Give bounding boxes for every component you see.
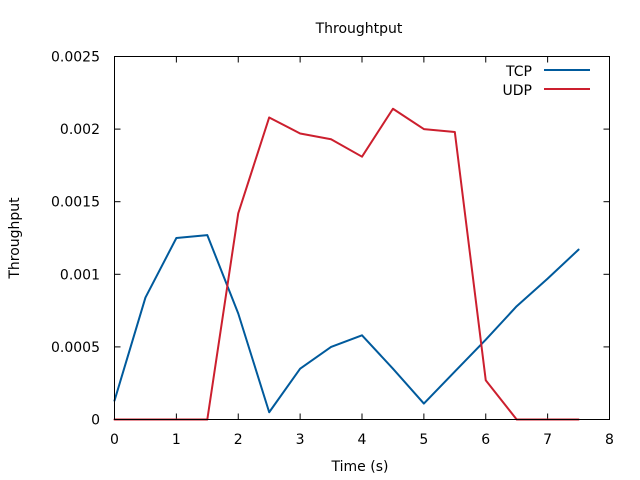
series-point-tcp-11 [454, 370, 456, 373]
series-point-udp-5 [268, 116, 270, 119]
x-tick-label-5: 5 [419, 432, 428, 448]
legend-label-tcp: TCP [505, 64, 532, 80]
series-point-udp-7 [330, 138, 332, 141]
series-point-tcp-6 [299, 367, 301, 370]
series-point-tcp-10 [423, 402, 425, 405]
series-point-tcp-4 [237, 312, 240, 315]
legend: TCP UDP [503, 64, 590, 99]
x-tick-label-0: 0 [110, 432, 119, 448]
series-point-tcp-8 [361, 334, 363, 337]
series-point-udp-8 [361, 155, 363, 158]
x-tick-label-1: 1 [172, 432, 181, 448]
series-point-tcp-2 [175, 237, 178, 239]
x-axis-tick-labels: 0 1 2 3 4 5 6 7 8 [110, 432, 614, 448]
series-point-tcp-15 [577, 248, 580, 251]
series-point-tcp-9 [392, 367, 394, 370]
x-tick-label-3: 3 [296, 432, 305, 448]
x-tick-label-6: 6 [481, 432, 490, 448]
series-point-tcp-1 [144, 296, 147, 299]
series-point-udp-12 [484, 379, 487, 382]
x-tick-label-4: 4 [358, 432, 367, 448]
y-tick-label-5: 0.0025 [51, 50, 100, 66]
legend-label-udp: UDP [503, 83, 532, 99]
x-tick-label-2: 2 [234, 432, 243, 448]
series-point-udp-4 [237, 212, 240, 215]
chart-title: Throughtput [315, 21, 403, 37]
series-point-udp-9 [392, 107, 394, 110]
y-tick-label-1: 0.0005 [51, 340, 100, 356]
y-axis-tick-labels: 0 0.0005 0.001 0.0015 0.002 0.0025 [51, 50, 100, 429]
x-axis-title: Time (s) [331, 459, 389, 475]
series-point-udp-11 [454, 131, 456, 133]
series-point-tcp-5 [268, 411, 270, 414]
series-point-udp-10 [423, 128, 425, 130]
y-tick-label-3: 0.0015 [51, 195, 100, 211]
y-tick-label-0: 0 [91, 413, 100, 429]
plot-area-border [114, 56, 610, 420]
series-point-tcp-14 [546, 277, 549, 280]
y-tick-label-2: 0.001 [60, 267, 100, 283]
series-point-tcp-3 [206, 234, 209, 236]
y-tick-label-4: 0.002 [60, 122, 100, 138]
series-point-tcp-13 [515, 305, 518, 308]
series-point-tcp-12 [484, 338, 487, 341]
series-point-tcp-7 [330, 346, 332, 348]
y-axis-title: Throughput [7, 197, 23, 280]
x-tick-label-8: 8 [605, 432, 614, 448]
series-point-udp-6 [299, 132, 301, 135]
x-tick-label-7: 7 [543, 432, 552, 448]
series-line-tcp [113, 234, 580, 414]
